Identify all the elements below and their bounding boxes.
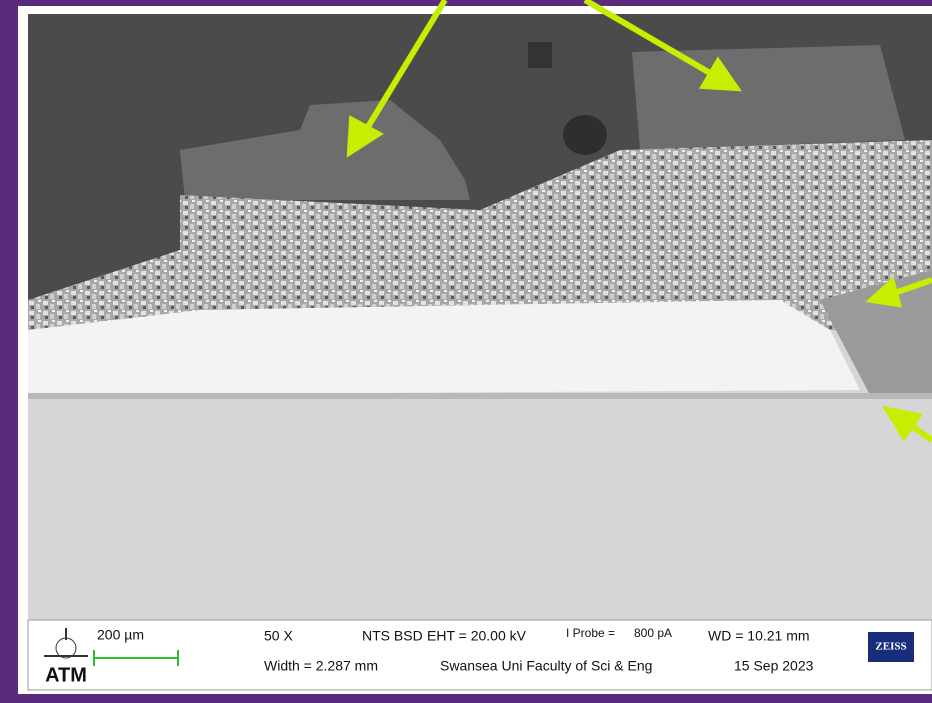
micrograph bbox=[28, 14, 932, 620]
institution: Swansea Uni Faculty of Sci & Eng bbox=[440, 658, 652, 674]
page: ATM 200 µm 50 X NTS BSD EHT = 20.00 kV I… bbox=[0, 0, 932, 698]
logo-text: ATM bbox=[45, 664, 87, 686]
date: 15 Sep 2023 bbox=[734, 658, 814, 674]
scale-label: 200 µm bbox=[97, 627, 144, 643]
wd: WD = 10.21 mm bbox=[708, 628, 810, 644]
detector: NTS BSD bbox=[362, 628, 423, 644]
zeiss-text: ZEISS bbox=[875, 641, 906, 653]
screenshot: ATM 200 µm 50 X NTS BSD EHT = 20.00 kV I… bbox=[0, 0, 932, 698]
width: Width = 2.287 mm bbox=[264, 658, 378, 674]
probe-label: I Probe = bbox=[566, 626, 615, 640]
magnification: 50 X bbox=[264, 628, 293, 644]
probe-value: 800 pA bbox=[634, 626, 672, 640]
eht: EHT = 20.00 kV bbox=[427, 628, 527, 644]
